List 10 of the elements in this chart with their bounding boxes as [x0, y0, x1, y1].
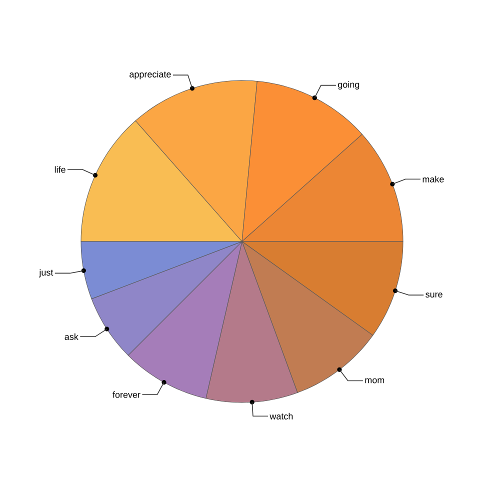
slice-label: mom — [365, 378, 384, 384]
slice-label: watch — [270, 412, 293, 420]
slice-label: ask — [64, 333, 78, 340]
slice-label: forever — [112, 391, 140, 398]
slice-label: just — [38, 269, 54, 278]
slice-label: appreciate — [130, 70, 171, 80]
slice-label: going — [338, 81, 360, 90]
slice-label: life — [54, 166, 66, 173]
slice-label: make — [422, 176, 444, 182]
slice-label: sure — [426, 292, 442, 298]
